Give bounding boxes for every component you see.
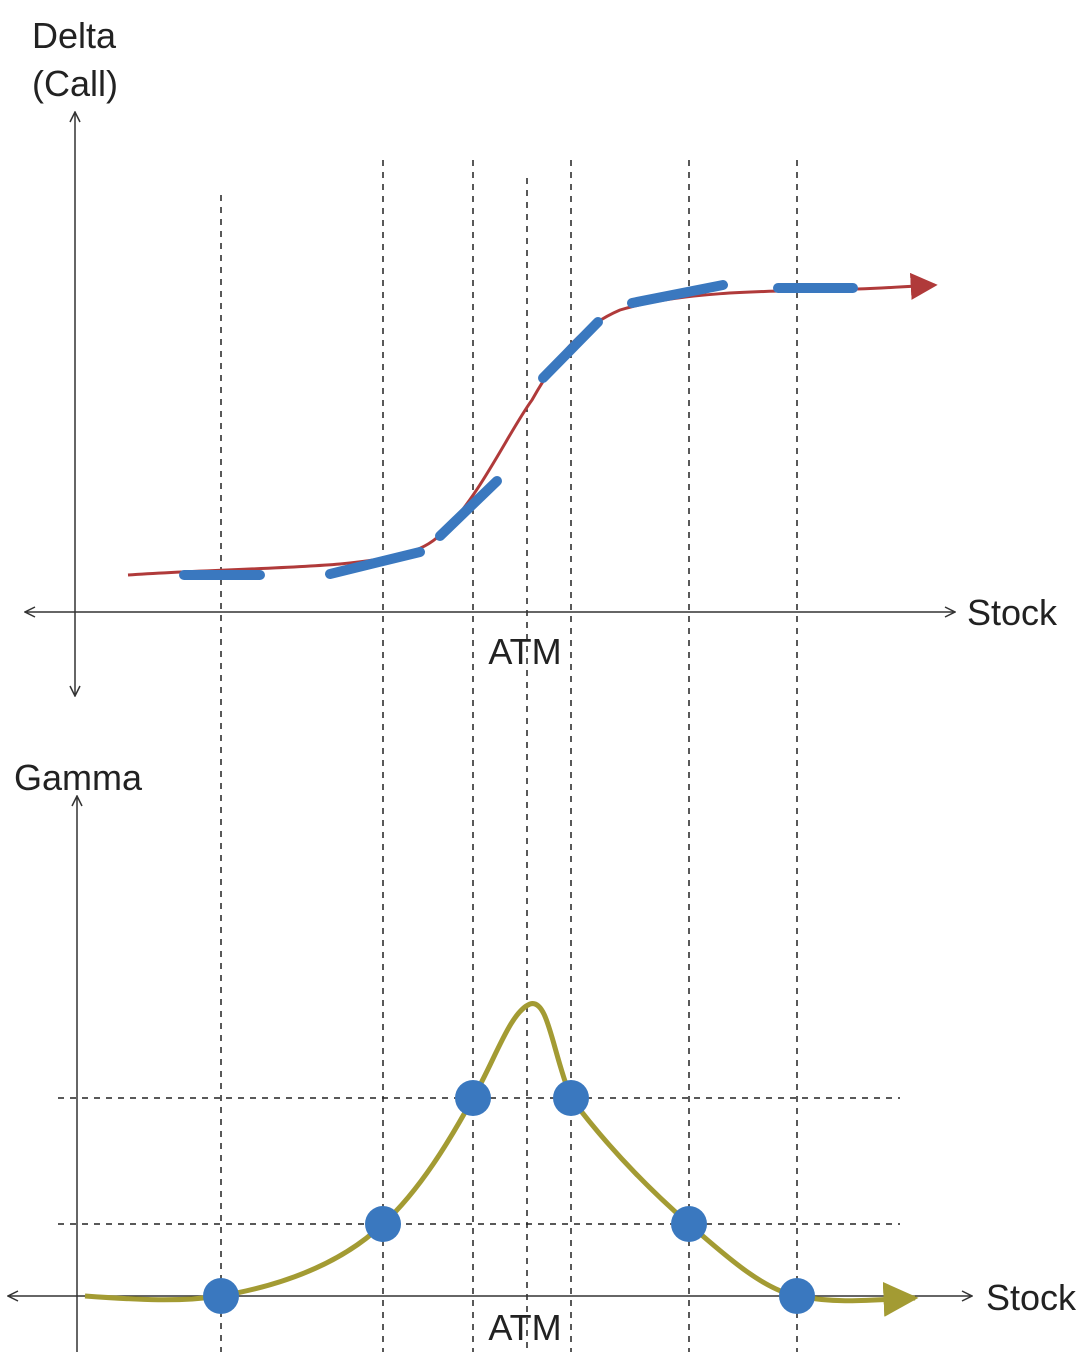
gamma-point-6 — [779, 1278, 815, 1314]
gamma-chart: Gamma Stock ATM — [8, 757, 1077, 1352]
gamma-point-3 — [455, 1080, 491, 1116]
gamma-point-4 — [553, 1080, 589, 1116]
delta-curve — [127, 272, 938, 577]
gamma-x-label: Stock — [986, 1277, 1077, 1318]
delta-dash-2 — [325, 547, 425, 579]
gamma-y-label: Gamma — [14, 757, 143, 798]
gamma-point-5 — [671, 1206, 707, 1242]
delta-atm-label: ATM — [488, 631, 561, 672]
gamma-points — [203, 1080, 815, 1314]
delta-x-label: Stock — [967, 592, 1058, 633]
gamma-point-2 — [365, 1206, 401, 1242]
delta-chart: Delta (Call) Stock ATM — [25, 15, 1058, 696]
horizontal-guide-lines — [58, 1097, 900, 1225]
gamma-atm-label: ATM — [488, 1307, 561, 1348]
delta-y-label-line2: (Call) — [32, 63, 118, 104]
delta-linear-approximation — [179, 280, 858, 580]
delta-y-label-line1: Delta — [32, 15, 117, 56]
delta-dash-5 — [627, 280, 728, 308]
gamma-point-1 — [203, 1278, 239, 1314]
delta-dash-4 — [538, 317, 603, 383]
vertical-guide-lines — [220, 160, 798, 1352]
delta-dash-3 — [435, 476, 502, 541]
gamma-curve — [84, 1001, 919, 1317]
